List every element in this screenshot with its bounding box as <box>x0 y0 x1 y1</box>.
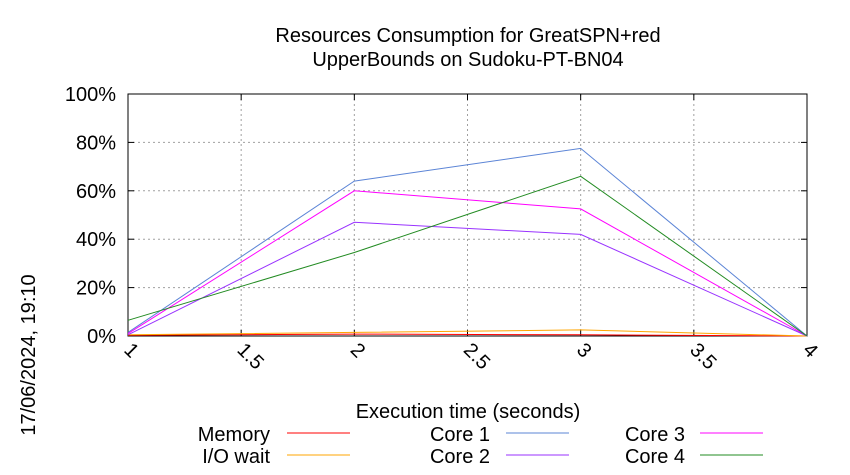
x-tick-label: 1.5 <box>233 339 268 374</box>
y-tick-label: 40% <box>76 229 116 251</box>
series-line-core-3 <box>127 190 808 337</box>
x-axis-label: Execution time (seconds) <box>356 401 581 423</box>
legend-label: Core 3 <box>625 424 685 446</box>
chart-title-line-1: Resources Consumption for GreatSPN+red <box>275 25 660 47</box>
series-line-core-4 <box>127 175 808 337</box>
legend-label: Memory <box>198 424 270 446</box>
timestamp-label: 17/06/2024, 19:10 <box>18 274 40 435</box>
legend-label: Core 1 <box>430 424 490 446</box>
series-lines <box>127 147 808 337</box>
y-tick-label: 20% <box>76 278 116 300</box>
series-line-memory <box>127 333 808 337</box>
legend: Memory Core 1 Core 3 I/O wait Core 2 Core 4 <box>198 424 763 468</box>
x-tick-label: 4 <box>798 339 821 362</box>
y-tick-label: 100% <box>65 84 116 106</box>
series-line-core-1 <box>127 147 808 337</box>
x-tick-label: 3 <box>572 339 595 362</box>
x-tick-label: 2 <box>346 339 369 362</box>
series-line-i-o-wait <box>127 329 808 337</box>
x-tick-label: 3.5 <box>685 339 720 374</box>
legend-label: Core 2 <box>430 446 490 468</box>
y-tick-label: 60% <box>76 181 116 203</box>
legend-label: Core 4 <box>625 446 685 468</box>
chart-title-line-2: UpperBounds on Sudoku-PT-BN04 <box>312 49 623 71</box>
series-line-core-2 <box>127 221 808 337</box>
x-axis-ticks: 1 1.5 2 2.5 3 3.5 4 <box>119 94 822 374</box>
x-tick-label: 2.5 <box>459 339 494 374</box>
grid-lines <box>127 93 808 337</box>
x-tick-label: 1 <box>119 339 142 362</box>
y-tick-label: 80% <box>76 132 116 154</box>
y-axis-ticks: 0% 20% 40% 60% 80% 100% <box>65 84 807 348</box>
legend-label: I/O wait <box>202 446 270 468</box>
y-tick-label: 0% <box>87 326 116 348</box>
